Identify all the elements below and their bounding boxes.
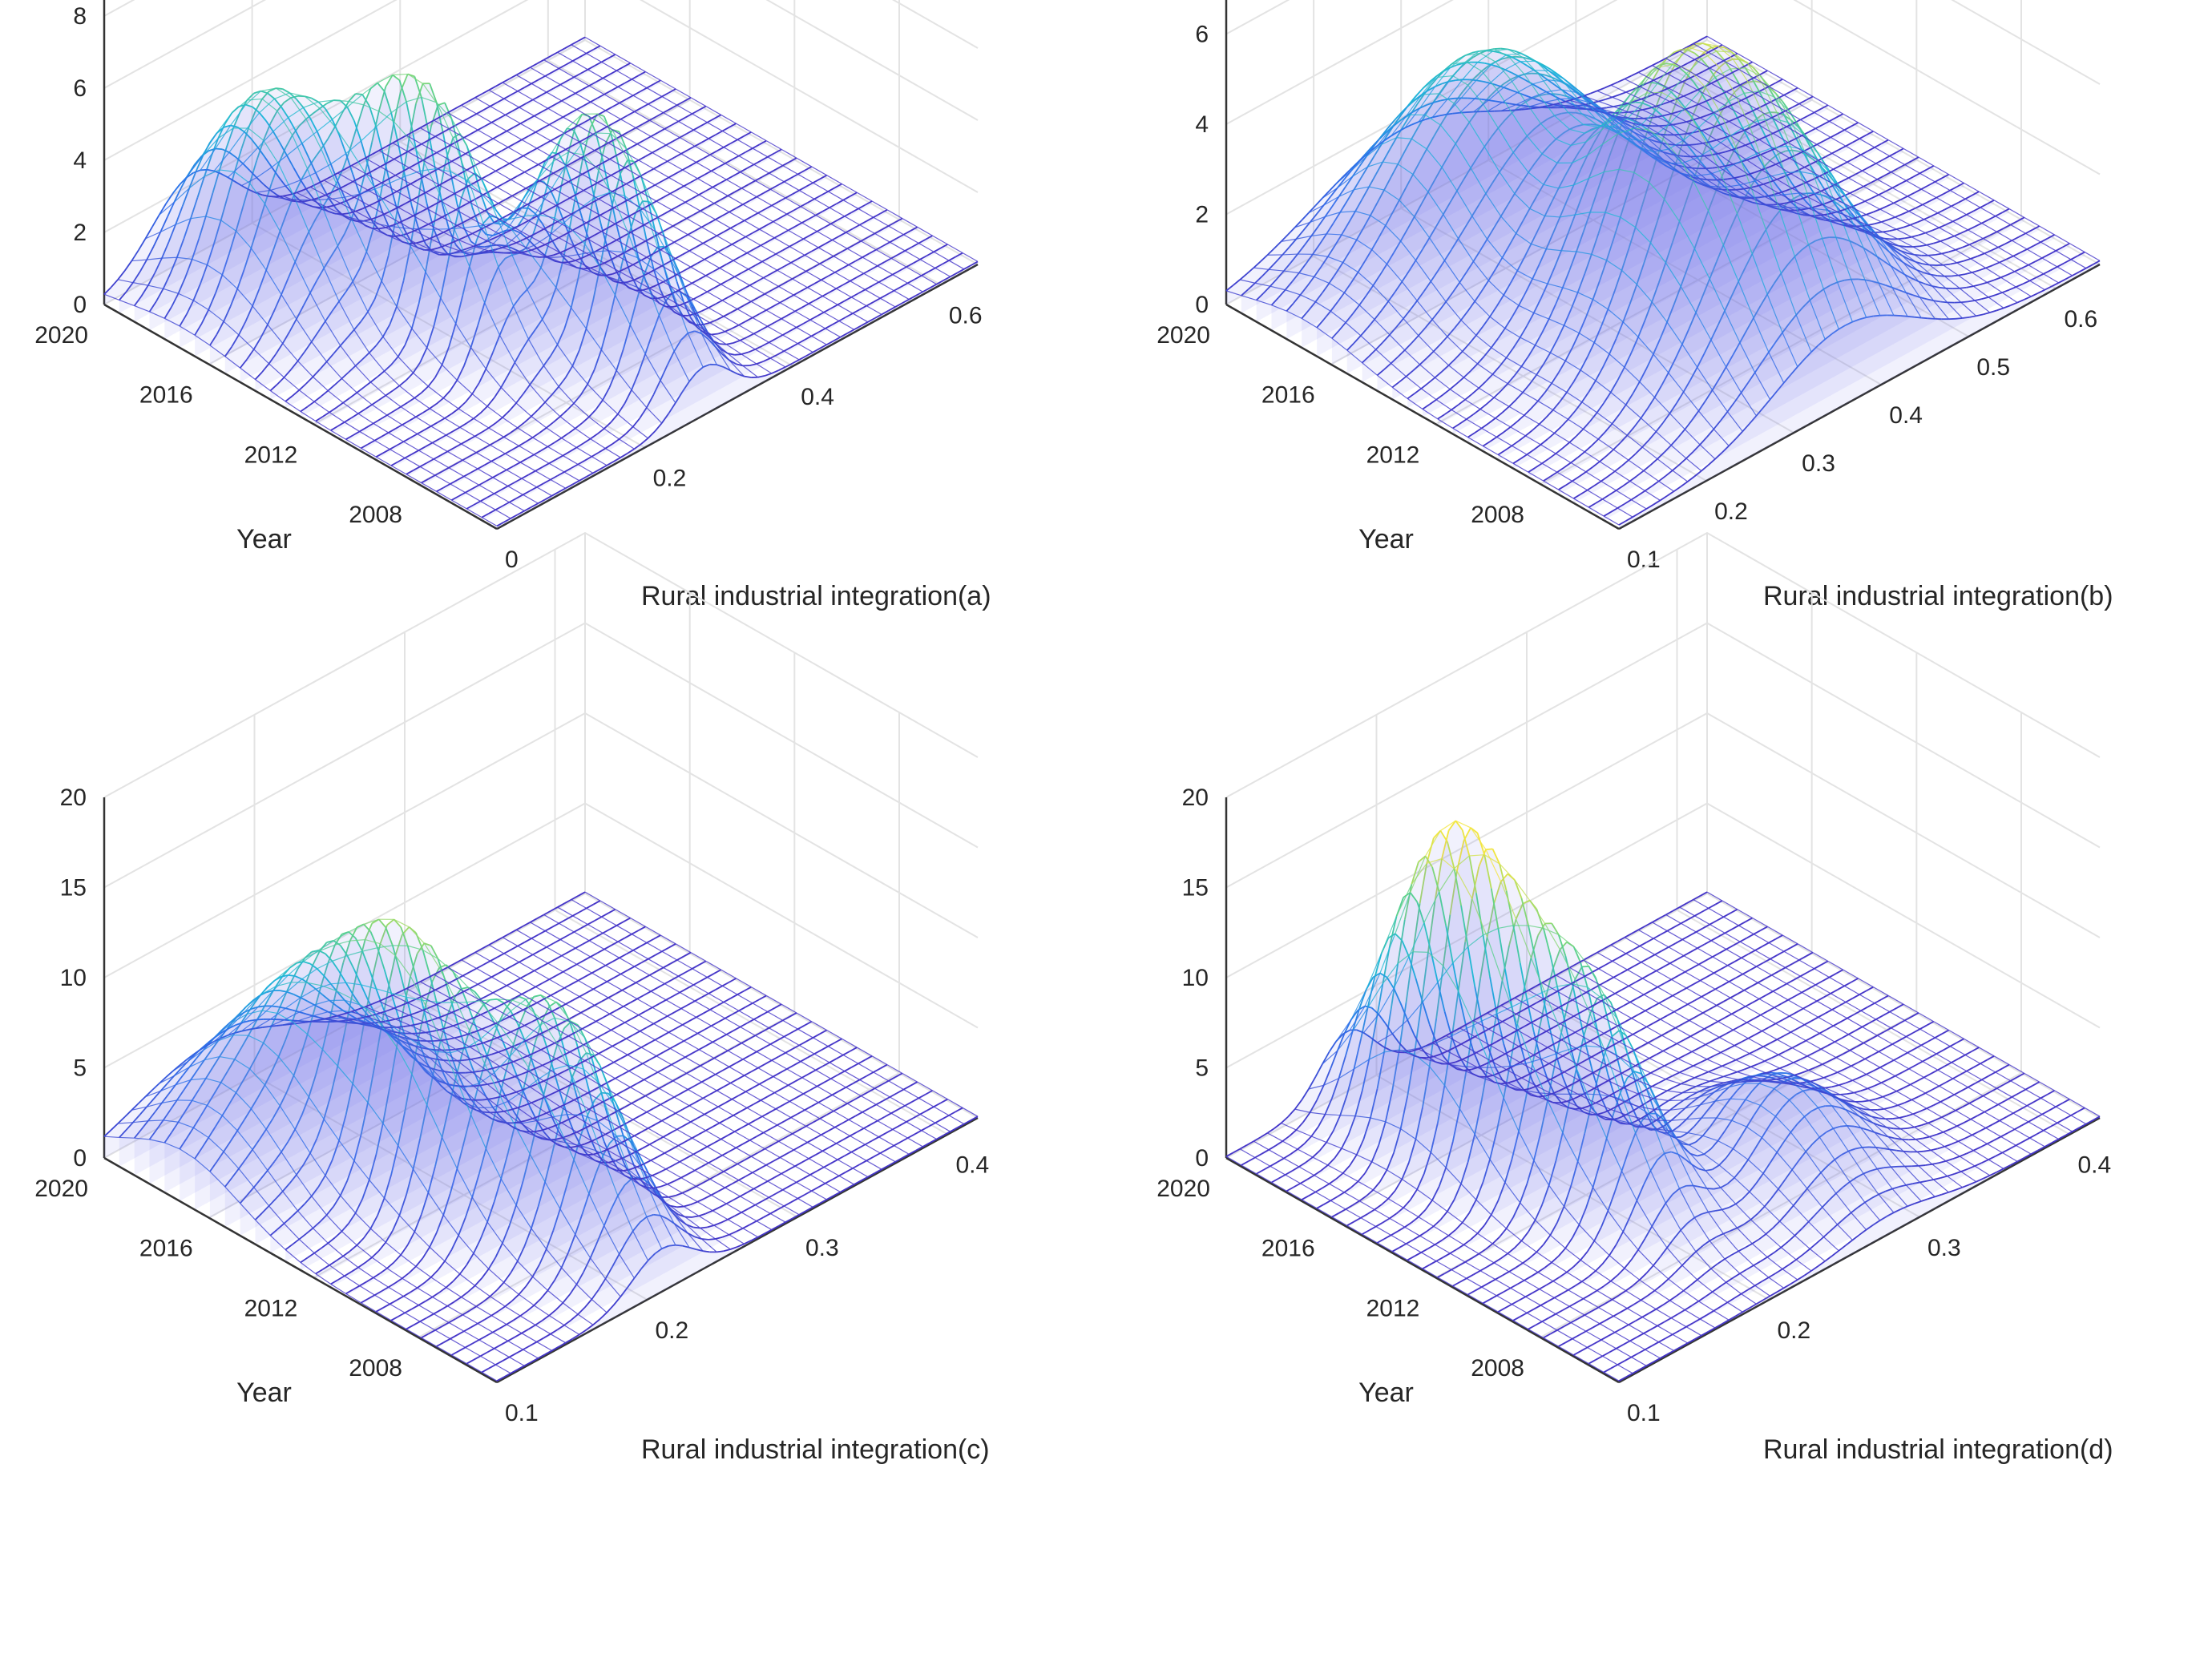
z-tick-label: 5 <box>1195 1055 1209 1082</box>
axis-lines <box>103 0 979 530</box>
y-tick-label: 2012 <box>244 442 298 468</box>
z-tick-label: 0 <box>1195 292 1209 318</box>
density-surface <box>1225 820 2101 1382</box>
x-axis-label: Rural industrial integration(d) <box>1763 1434 2113 1465</box>
x-tick-label: 0.4 <box>956 1152 990 1179</box>
x-tick-label: 0.1 <box>1627 547 1661 573</box>
tick-labels: 0.10.20.30.40.50.6202020162012200802468R… <box>1156 22 2113 612</box>
density-surface <box>103 36 979 529</box>
panel-d-surface-plot: 0.1 0.2 0.3 0.4 2020 2016 2012 2008 0 5 10 15 20 Rura… <box>1156 531 2113 1465</box>
x-tick-label: 0.4 <box>1889 402 1923 429</box>
tick-labels: 00.20.40.620202016201220080246810Rural i… <box>34 3 991 611</box>
z-tick-label: 2 <box>73 220 87 246</box>
x-tick-label: 0.5 <box>1976 354 2010 381</box>
y-tick-label: 2008 <box>349 1355 402 1382</box>
y-tick-label: 2008 <box>349 502 402 528</box>
z-tick-label: 4 <box>1195 111 1209 138</box>
y-tick-label: 2016 <box>139 382 193 409</box>
axes-grid <box>1225 531 2101 1383</box>
y-tick-label: 2012 <box>1366 442 1420 468</box>
x-tick-label: 0.3 <box>1802 450 1835 477</box>
x-axis-label: Rural industrial integration(b) <box>1763 581 2113 611</box>
z-tick-label: 4 <box>73 147 87 174</box>
y-tick-label: 2008 <box>1471 1355 1524 1382</box>
x-tick-label: 0.6 <box>949 302 983 329</box>
z-tick-label: 10 <box>60 965 87 991</box>
panel-b-surface-plot: 0.10.20.30.40.50.6202020162012200802468R… <box>1156 0 2113 611</box>
y-axis-label: Year <box>1358 524 1414 555</box>
tick-labels: 0.1 0.2 0.3 0.4 2020 2016 2012 2008 0 5 10 15 20 Rura… <box>34 785 989 1465</box>
z-tick-label: 0 <box>1195 1145 1209 1172</box>
x-tick-label: 0.6 <box>2064 306 2097 333</box>
axis-lines <box>1225 0 2101 530</box>
z-tick-label: 2 <box>1195 202 1209 228</box>
y-tick-label: 2016 <box>139 1236 193 1262</box>
y-tick-label: 2020 <box>34 1176 88 1202</box>
y-tick-label: 2016 <box>1261 382 1315 409</box>
axis-lines <box>1225 797 2101 1384</box>
z-tick-label: 5 <box>73 1055 87 1082</box>
z-tick-label: 8 <box>73 3 87 30</box>
x-axis-label: Rural industrial integration(a) <box>641 581 991 611</box>
y-tick-label: 2020 <box>1156 322 1210 349</box>
z-tick-label: 20 <box>1182 785 1209 811</box>
z-tick-label: 6 <box>1195 22 1209 48</box>
z-tick-label: 10 <box>1182 965 1209 991</box>
z-tick-label: 0 <box>73 292 87 318</box>
x-tick-label: 0.4 <box>2078 1152 2112 1179</box>
y-tick-label: 2008 <box>1471 502 1524 528</box>
x-tick-label: 0.1 <box>1627 1400 1661 1426</box>
x-tick-label: 0.2 <box>656 1317 689 1344</box>
y-axis-label: Year <box>1358 1378 1414 1408</box>
z-tick-label: 0 <box>73 1145 87 1172</box>
x-tick-label: 0.3 <box>805 1235 839 1261</box>
panel-a-surface-plot: 00.20.40.620202016201220080246810Rural i… <box>34 0 991 611</box>
x-tick-label: 0.2 <box>653 465 687 491</box>
y-tick-label: 2012 <box>244 1295 298 1321</box>
z-tick-label: 15 <box>1182 875 1209 902</box>
x-tick-label: 0.3 <box>1927 1235 1961 1261</box>
x-tick-label: 0.1 <box>505 1400 539 1426</box>
y-tick-label: 2012 <box>1366 1295 1420 1321</box>
axis-lines <box>103 797 979 1384</box>
x-tick-label: 0.2 <box>1778 1317 1811 1344</box>
density-surface <box>1225 35 2101 529</box>
panel-c-surface-plot: 0.1 0.2 0.3 0.4 2020 2016 2012 2008 0 5 10 15 20 Rura… <box>34 531 990 1465</box>
y-tick-label: 2020 <box>34 322 88 349</box>
z-tick-label: 6 <box>73 75 87 102</box>
z-tick-label: 20 <box>60 785 87 811</box>
y-tick-label: 2016 <box>1261 1236 1315 1262</box>
y-tick-label: 2020 <box>1156 1176 1210 1202</box>
x-tick-label: 0 <box>505 547 519 573</box>
y-axis-label: Year <box>236 1378 292 1408</box>
x-axis-label: Rural industrial integration(c) <box>641 1434 990 1465</box>
x-tick-label: 0.4 <box>801 384 834 410</box>
y-axis-label: Year <box>236 524 292 555</box>
z-tick-label: 15 <box>60 875 87 902</box>
x-tick-label: 0.2 <box>1714 498 1748 525</box>
tick-labels: 0.1 0.2 0.3 0.4 2020 2016 2012 2008 0 5 10 15 20 Rura… <box>1156 785 2113 1465</box>
density-surface <box>103 891 979 1382</box>
